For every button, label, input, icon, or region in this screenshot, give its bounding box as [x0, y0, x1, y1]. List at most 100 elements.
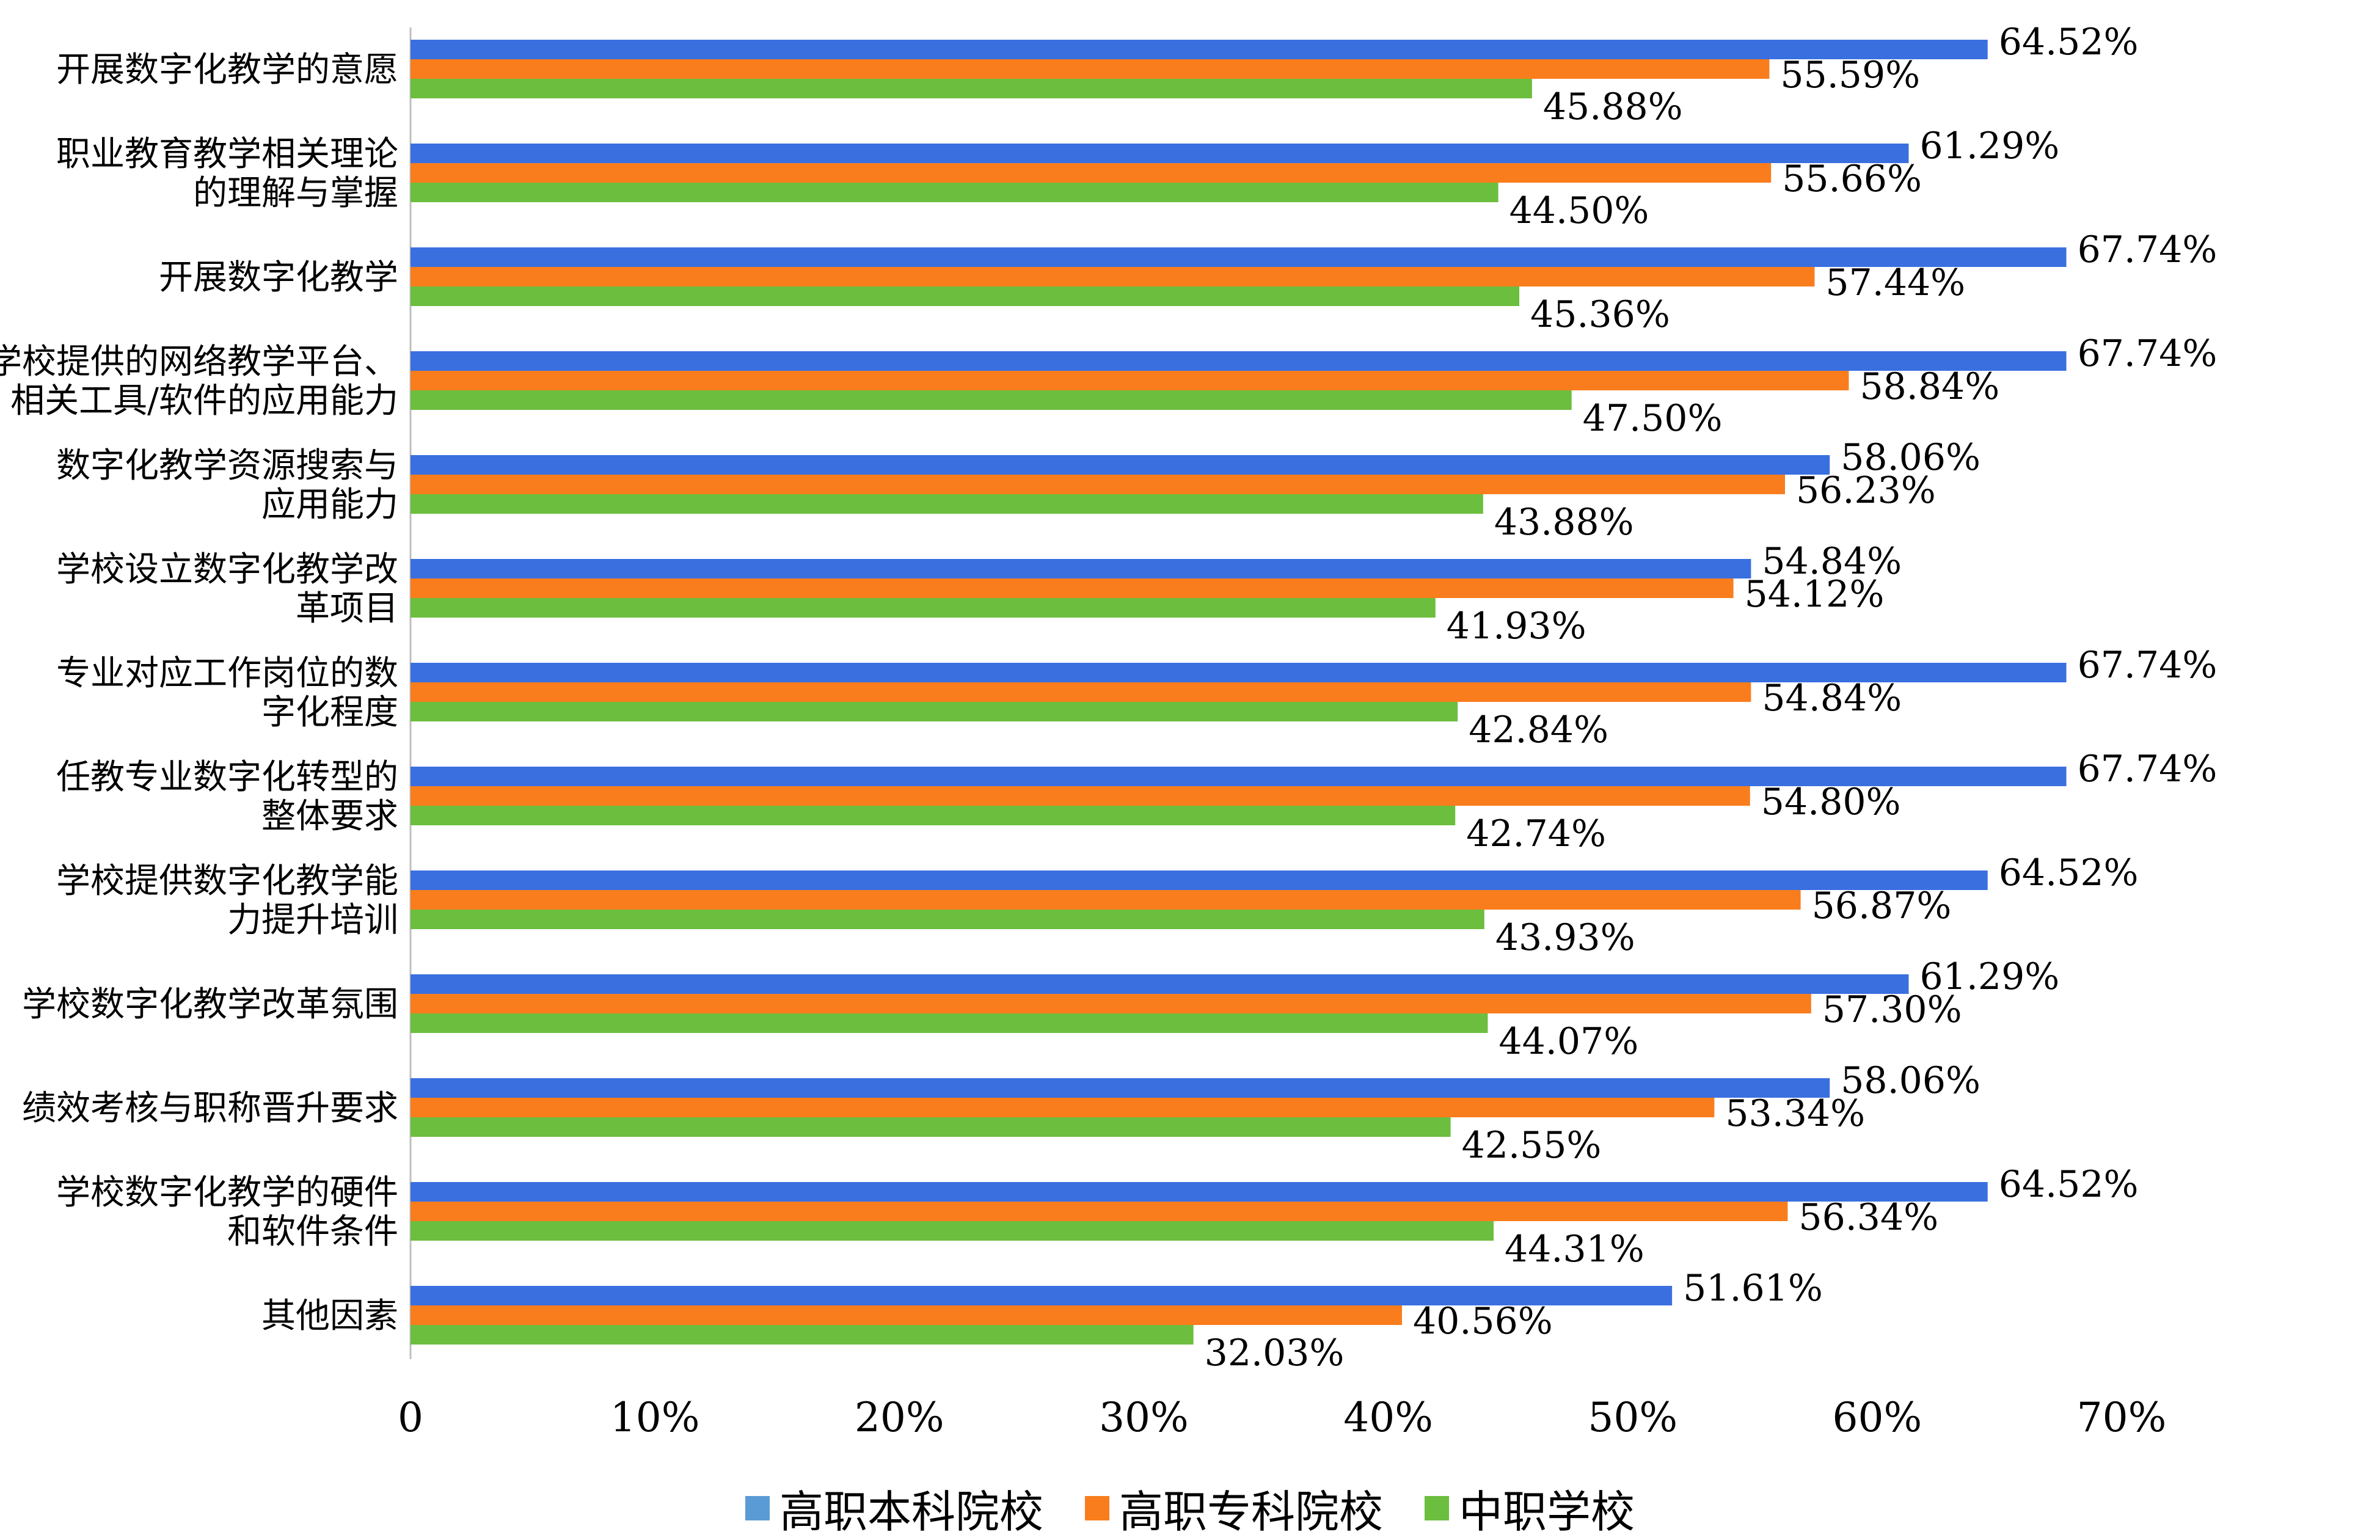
bar-1-11	[411, 1078, 1830, 1098]
category-label: 应用能力	[261, 485, 398, 525]
x-tick-label: 20%	[855, 1394, 944, 1441]
category-label: 学校数字化教学改革氛围	[22, 985, 398, 1024]
legend-swatch	[745, 1495, 770, 1520]
value-label: 57.44%	[1825, 261, 1965, 304]
bar-2-5	[411, 475, 1786, 494]
value-label: 40.56%	[1413, 1300, 1553, 1343]
value-label: 32.03%	[1205, 1332, 1345, 1374]
bar-1-13	[411, 1286, 1673, 1305]
value-label: 44.07%	[1498, 1020, 1638, 1063]
value-label: 67.74%	[2078, 228, 2218, 271]
value-label: 43.88%	[1494, 501, 1634, 544]
value-label: 58.84%	[1860, 365, 1999, 408]
legend-swatch	[1425, 1495, 1449, 1520]
x-tick-label: 30%	[1099, 1394, 1189, 1441]
value-label: 43.93%	[1495, 916, 1635, 959]
bar-3-1	[411, 79, 1532, 98]
bar-1-12	[411, 1182, 1988, 1202]
bar-2-12	[411, 1202, 1788, 1221]
legend-label: 高职本科院校	[779, 1486, 1043, 1538]
bar-2-13	[411, 1305, 1402, 1325]
bar-3-7	[411, 702, 1458, 721]
bar-2-6	[411, 578, 1734, 598]
x-tick-label: 40%	[1343, 1394, 1433, 1441]
legend-item: 高职专科院校	[1084, 1476, 1383, 1540]
value-label: 53.34%	[1725, 1092, 1865, 1135]
category-label: 职业教育教学相关理论	[56, 134, 398, 174]
bar-1-2	[411, 144, 1909, 163]
value-label: 58.06%	[1841, 1059, 1980, 1102]
category-label: 学校数字化教学的硬件	[56, 1173, 398, 1213]
bar-1-5	[411, 455, 1830, 475]
x-tick-label: 0	[398, 1394, 423, 1441]
value-label: 44.50%	[1509, 189, 1649, 232]
category-label: 开展数字化教学的意愿	[56, 50, 398, 90]
bar-3-12	[411, 1221, 1494, 1241]
bar-1-10	[411, 974, 1909, 994]
bar-1-7	[411, 663, 2067, 682]
category-label: 数字化教学资源搜索与	[56, 446, 398, 486]
value-label: 55.59%	[1780, 54, 1920, 97]
value-label: 58.06%	[1841, 436, 1980, 479]
x-tick-label: 60%	[1833, 1394, 1922, 1441]
x-tick-label: 10%	[610, 1394, 700, 1441]
bar-1-4	[411, 351, 2067, 371]
category-label: 学校提供的网络教学平台、	[0, 342, 398, 382]
value-label: 67.74%	[2078, 748, 2218, 790]
value-label: 67.74%	[2078, 644, 2218, 687]
bar-2-7	[411, 682, 1751, 702]
category-label: 字化程度	[261, 693, 398, 732]
value-label: 42.74%	[1466, 812, 1606, 855]
bar-2-8	[411, 786, 1750, 806]
category-label: 学校提供数字化教学能	[56, 861, 398, 901]
category-label: 的理解与掌握	[193, 173, 398, 213]
value-label: 64.52%	[1999, 1163, 2139, 1206]
category-label: 整体要求	[261, 797, 398, 836]
category-label: 开展数字化教学	[159, 258, 398, 297]
bar-1-9	[411, 870, 1988, 890]
x-tick-label: 50%	[1588, 1394, 1677, 1441]
legend-item: 中职学校	[1425, 1476, 1635, 1540]
bar-2-9	[411, 890, 1801, 910]
category-label: 其他因素	[261, 1296, 398, 1336]
bar-1-3	[411, 247, 2067, 267]
bar-3-2	[411, 183, 1498, 202]
legend-label: 高职专科院校	[1119, 1486, 1383, 1538]
value-label: 55.66%	[1782, 158, 1922, 200]
category-label: 和软件条件	[227, 1212, 398, 1252]
bar-2-10	[411, 994, 1811, 1013]
value-label: 61.29%	[1919, 125, 2059, 167]
value-label: 42.84%	[1469, 709, 1608, 751]
legend-label: 中职学校	[1459, 1486, 1635, 1538]
value-label: 44.31%	[1505, 1228, 1644, 1271]
category-label: 相关工具/软件的应用能力	[10, 381, 398, 421]
value-label: 54.12%	[1745, 573, 1885, 616]
value-label: 64.52%	[1999, 852, 2139, 894]
category-label: 力提升培训	[227, 900, 398, 940]
bar-3-6	[411, 598, 1436, 618]
bar-3-3	[411, 286, 1520, 306]
legend: 高职本科院校 高职专科院校 中职学校	[0, 1476, 2380, 1540]
value-label: 56.87%	[1812, 885, 1952, 927]
bar-1-8	[411, 767, 2067, 786]
bar-3-10	[411, 1013, 1488, 1033]
x-tick-label: 70%	[2077, 1394, 2167, 1441]
value-label: 41.93%	[1447, 605, 1586, 648]
value-label: 54.80%	[1761, 781, 1901, 823]
value-label: 56.34%	[1798, 1196, 1938, 1239]
bar-1-6	[411, 559, 1751, 578]
bar-3-13	[411, 1325, 1194, 1345]
value-label: 42.55%	[1462, 1124, 1602, 1167]
bar-1-1	[411, 40, 1988, 59]
category-label: 学校设立数字化教学改	[56, 550, 398, 589]
value-label: 45.36%	[1530, 293, 1670, 336]
value-label: 54.84%	[1762, 540, 1902, 583]
bar-3-4	[411, 390, 1572, 410]
bar-3-8	[411, 806, 1456, 825]
bar-2-11	[411, 1098, 1715, 1117]
bar-3-9	[411, 910, 1484, 929]
value-label: 54.84%	[1762, 677, 1902, 720]
bar-2-2	[411, 163, 1772, 183]
